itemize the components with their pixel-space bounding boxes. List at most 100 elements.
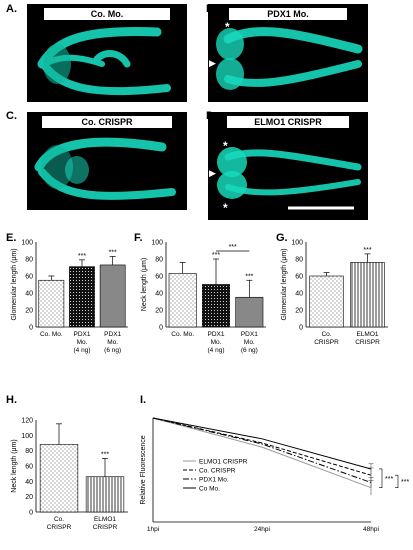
series-line — [152, 417, 372, 470]
x-tick-label: (4 ng) — [208, 347, 225, 354]
y-tick-label: 100 — [151, 240, 163, 247]
series-line — [152, 417, 372, 483]
x-tick-label: 48hpi — [363, 526, 379, 533]
image-title: Co. CRISPR — [41, 115, 173, 129]
y-axis-label: Glomerular length (μm) — [11, 248, 18, 320]
panel-letter: E. — [6, 232, 16, 244]
x-tick-label: ELMO1 — [356, 331, 378, 338]
x-tick-label: Mo. — [244, 339, 255, 346]
x-tick-label: PDX1 — [208, 331, 225, 338]
image-title: PDX1 Mo. — [228, 7, 348, 21]
x-tick-label: 1hpi — [147, 526, 159, 533]
legend-label: ELMO1 CRISPR — [199, 459, 248, 466]
kidney-fluorescence-image: * ▶ — [209, 20, 363, 90]
y-tick-label: 80 — [25, 257, 33, 264]
y-tick-label: 40 — [25, 291, 33, 298]
image-title: Co. Mo. — [43, 7, 171, 21]
y-tick-label: 60 — [25, 274, 33, 281]
y-tick-label: 20 — [155, 308, 163, 315]
significance-label: *** — [229, 244, 237, 251]
bar — [202, 284, 230, 328]
y-tick-label: 60 — [155, 274, 163, 281]
micrograph-c: Co. CRISPR — [27, 112, 187, 210]
x-tick-label: Mo. — [211, 339, 222, 346]
x-tick-label: CRISPR — [355, 339, 380, 346]
kidney-fluorescence-image: * ▶ * — [209, 139, 362, 215]
bar — [39, 444, 79, 513]
y-tick-label: 40 — [295, 291, 303, 298]
significance-label: *** — [385, 476, 393, 483]
y-tick-label: 60 — [295, 274, 303, 281]
x-tick-label: Co. Mo. — [40, 331, 63, 338]
y-tick-label: 100 — [291, 240, 303, 247]
x-tick-label: ELMO1 — [94, 516, 116, 523]
x-tick-label: Co. — [54, 516, 64, 523]
y-tick-label: 0 — [159, 325, 163, 332]
x-tick-label: (6 ng) — [241, 347, 258, 354]
y-tick-label: 100 — [21, 433, 33, 440]
significance-bracket — [379, 468, 383, 488]
asterisk-marker: * — [223, 139, 228, 153]
bar — [309, 275, 344, 328]
y-tick-label: 80 — [155, 257, 163, 264]
significance-label: *** — [363, 247, 371, 254]
significance-label: *** — [109, 249, 117, 256]
micrograph-b: * ▶ PDX1 Mo. — [208, 4, 368, 102]
bar — [69, 266, 95, 328]
series-line — [152, 417, 372, 489]
arrowhead-marker: ▶ — [209, 168, 216, 178]
y-tick-label: 0 — [29, 325, 33, 332]
micrograph-a: Co. Mo. — [27, 4, 187, 102]
asterisk-marker: * — [223, 201, 228, 215]
x-tick-label: PDX1 — [241, 331, 258, 338]
significance-label: *** — [401, 479, 409, 486]
bar — [350, 262, 385, 328]
image-title: ELMO1 CRISPR — [226, 115, 350, 129]
y-tick-label: 80 — [25, 448, 33, 455]
significance-label: *** — [78, 253, 86, 260]
y-axis-label: Neck length (μm) — [141, 258, 148, 311]
bar — [235, 296, 264, 328]
legend-label: Co. CRISPR — [199, 468, 236, 475]
x-tick-label: 24hpi — [254, 526, 270, 533]
kidney-fluorescence-image — [34, 137, 176, 200]
panel-letter-c: C. — [6, 110, 17, 122]
significance-bracket — [395, 474, 399, 488]
y-tick-label: 80 — [295, 257, 303, 264]
y-tick-label: 40 — [25, 479, 33, 486]
asterisk-marker: * — [225, 20, 230, 34]
panel-letter: I. — [140, 394, 146, 406]
x-tick-label: Co. — [321, 331, 331, 338]
y-tick-label: 20 — [25, 308, 33, 315]
x-tick-label: Mo. — [77, 339, 88, 346]
y-axis-label: Neck length (μm) — [11, 439, 18, 492]
bar — [38, 279, 65, 328]
y-tick-label: 100 — [21, 240, 33, 247]
significance-label: *** — [245, 273, 253, 280]
panel-letter-a: A. — [6, 3, 17, 15]
kidney-fluorescence-image — [37, 27, 171, 96]
x-tick-label: (4 ng) — [74, 347, 91, 354]
x-tick-label: PDX1 — [104, 331, 121, 338]
bar — [168, 273, 197, 328]
bar — [85, 476, 125, 513]
y-tick-label: 0 — [29, 510, 33, 517]
x-tick-label: CRISPR — [47, 524, 72, 531]
legend-label: PDX1 Mo. — [199, 477, 229, 484]
x-tick-label: Mo. — [107, 339, 118, 346]
bar — [99, 264, 126, 328]
y-tick-label: 40 — [155, 291, 163, 298]
y-tick-label: 20 — [25, 494, 33, 501]
x-tick-label: PDX1 — [74, 331, 91, 338]
y-tick-label: 0 — [299, 325, 303, 332]
x-tick-label: (6 ng) — [104, 347, 121, 354]
arrowhead-marker: ▶ — [209, 58, 216, 68]
x-tick-label: CRISPR — [93, 524, 118, 531]
panel-letter: G. — [276, 232, 288, 244]
significance-label: *** — [212, 252, 220, 259]
y-axis-label: Glomerular length (μm) — [281, 248, 288, 320]
y-tick-label: 120 — [21, 418, 33, 425]
y-axis-label: Relative Fluorescence — [140, 435, 147, 504]
x-tick-label: Co. Mo. — [171, 331, 194, 338]
